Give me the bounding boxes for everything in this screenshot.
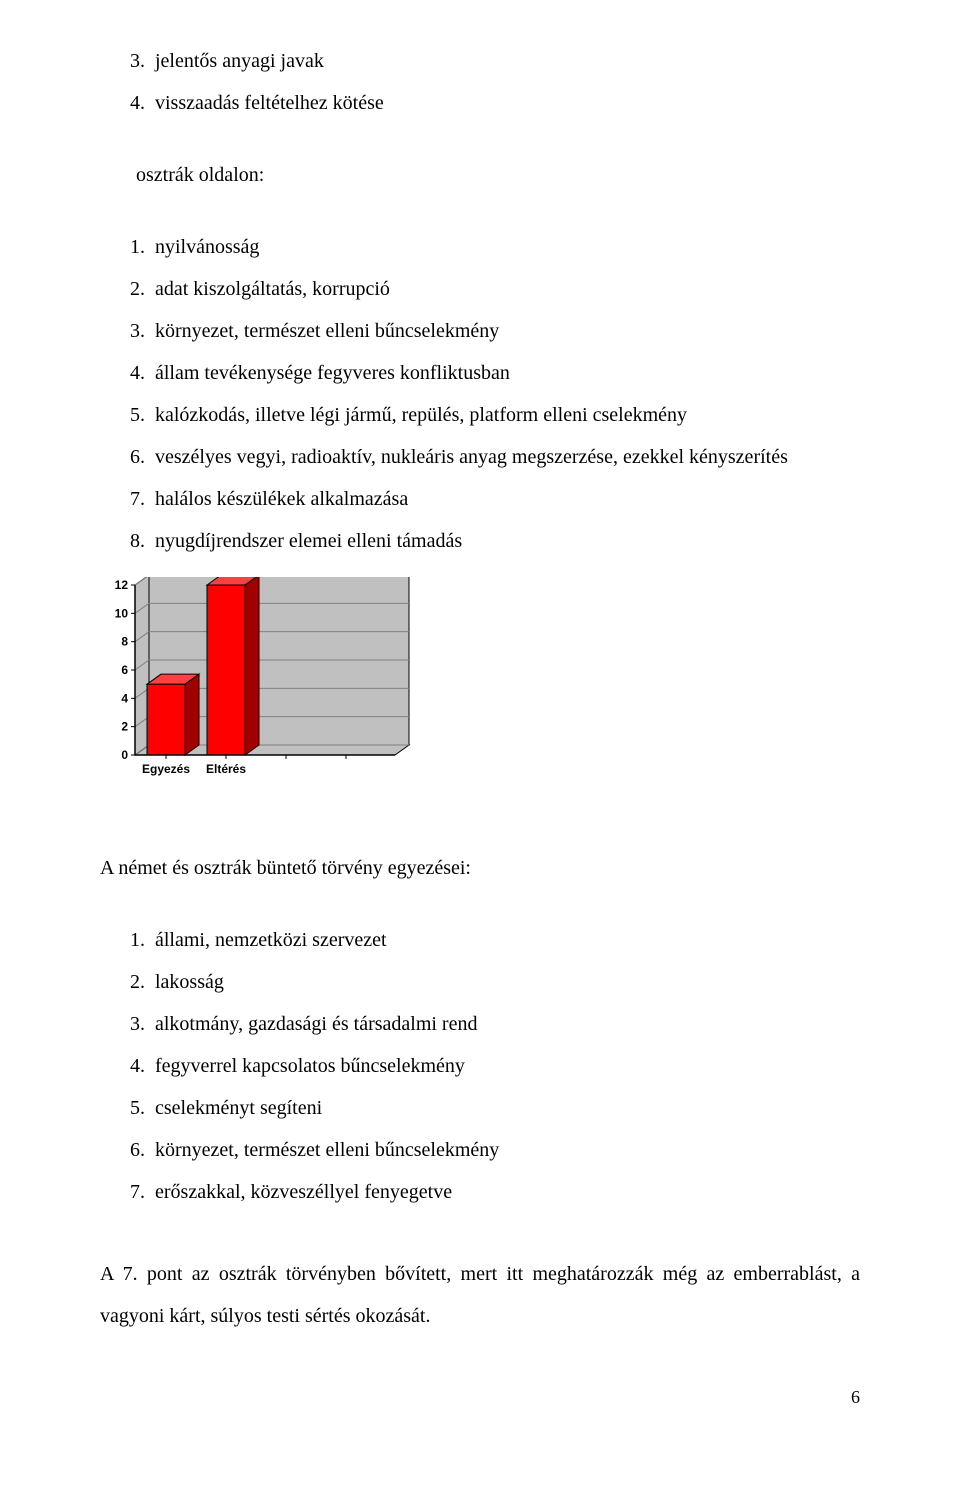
list-item: 6. veszélyes vegyi, radioaktív, nukleári… xyxy=(100,436,860,478)
list-item: 4. visszaadás feltételhez kötése xyxy=(100,82,860,124)
list-item: 2. adat kiszolgáltatás, korrupció xyxy=(100,268,860,310)
svg-text:Egyezés: Egyezés xyxy=(142,762,190,776)
svg-text:4: 4 xyxy=(121,691,128,705)
body-text-d: A 7. pont az osztrák törvényben bővített… xyxy=(100,1253,860,1337)
list-item: 3. alkotmány, gazdasági és társadalmi re… xyxy=(100,1003,860,1045)
chart-container: 0 2 4 6 8 10 12 Egyezés Eltérés xyxy=(100,577,860,807)
list-item: 6. környezet, természet elleni bűncselek… xyxy=(100,1129,860,1171)
body-text-c: A német és osztrák büntető törvény egyez… xyxy=(100,847,860,889)
section-label-a: osztrák oldalon: xyxy=(100,154,860,196)
list-c: 1. állami, nemzetközi szervezet 2. lakos… xyxy=(100,919,860,1213)
svg-text:0: 0 xyxy=(121,748,128,762)
page: 3. jelentős anyagi javak 4. visszaadás f… xyxy=(0,0,960,1438)
list-item: 4. fegyverrel kapcsolatos bűncselekmény xyxy=(100,1045,860,1087)
svg-text:Eltérés: Eltérés xyxy=(206,762,246,776)
list-item: 5. kalózkodás, illetve légi jármű, repül… xyxy=(100,394,860,436)
list-item: 1. nyilvánosság xyxy=(100,226,860,268)
list-b: 1. nyilvánosság 2. adat kiszolgáltatás, … xyxy=(100,226,860,562)
page-number: 6 xyxy=(100,1387,860,1408)
svg-text:2: 2 xyxy=(121,720,128,734)
svg-text:6: 6 xyxy=(121,663,128,677)
list-item: 3. környezet, természet elleni bűncselek… xyxy=(100,310,860,352)
list-a: 3. jelentős anyagi javak 4. visszaadás f… xyxy=(100,40,860,124)
list-item: 2. lakosság xyxy=(100,961,860,1003)
bar-chart: 0 2 4 6 8 10 12 Egyezés Eltérés xyxy=(100,577,420,807)
svg-text:12: 12 xyxy=(115,578,129,592)
list-item: 7. halálos készülékek alkalmazása xyxy=(100,478,860,520)
list-item: 4. állam tevékenysége fegyveres konflikt… xyxy=(100,352,860,394)
svg-text:8: 8 xyxy=(121,635,128,649)
list-item: 3. jelentős anyagi javak xyxy=(100,40,860,82)
list-item: 8. nyugdíjrendszer elemei elleni támadás xyxy=(100,520,860,562)
list-item: 7. erőszakkal, közveszéllyel fenyegetve xyxy=(100,1171,860,1213)
list-item: 1. állami, nemzetközi szervezet xyxy=(100,919,860,961)
svg-text:10: 10 xyxy=(115,606,129,620)
list-item: 5. cselekményt segíteni xyxy=(100,1087,860,1129)
